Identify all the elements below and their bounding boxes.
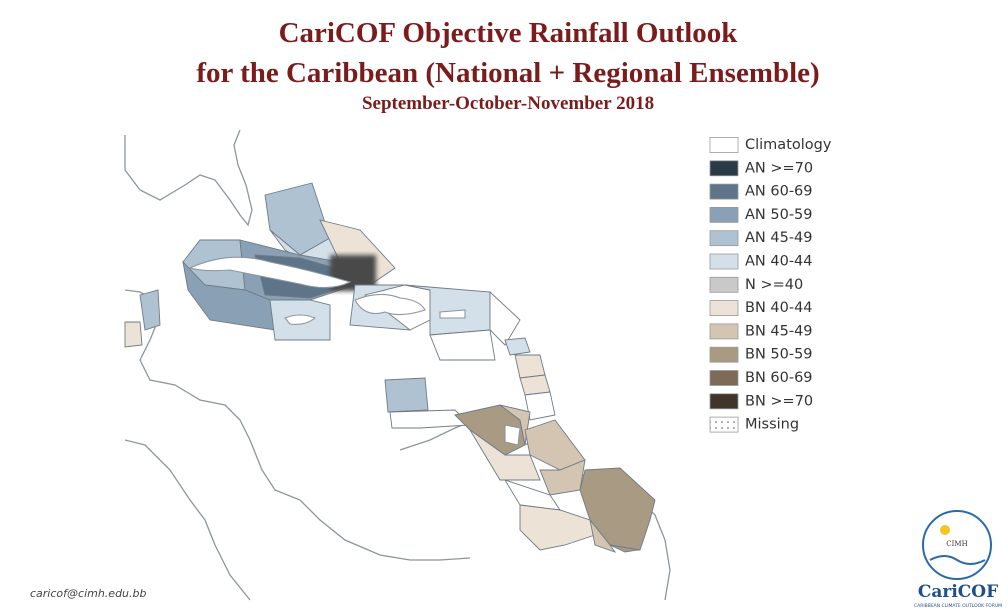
zone-venezuela-coast <box>389 409 472 429</box>
zone-suriname <box>579 467 656 551</box>
map <box>124 129 671 601</box>
legend-label: AN >=70 <box>745 160 813 176</box>
legend-label: AN 60-69 <box>745 184 813 200</box>
zone-dominica <box>514 354 546 379</box>
legend: Climatology AN >=70 AN 60-69 AN 50-59 AN 45-… <box>709 137 832 433</box>
coastline-florida <box>124 129 253 227</box>
legend-swatch <box>709 276 739 293</box>
title-line1: CariCOF Objective Rainfall Outlook <box>279 17 739 49</box>
legend-swatch <box>709 230 739 247</box>
legend-swatch <box>709 300 739 317</box>
legend-swatch <box>709 393 739 410</box>
legend-swatch <box>709 416 739 433</box>
zone-guiana <box>609 544 641 553</box>
island-jamaica <box>284 314 317 325</box>
legend-label: BN 40-44 <box>745 300 813 316</box>
legend-label: BN >=70 <box>745 393 813 409</box>
zone-antigua <box>504 337 531 356</box>
legend-swatch <box>709 160 739 177</box>
legend-label: AN 50-59 <box>745 207 813 223</box>
zone-guyana-south <box>539 459 586 496</box>
email: caricof@cimh.edu.bb <box>30 587 147 600</box>
zone-suriname-south <box>519 504 596 551</box>
zone-eastern <box>429 329 496 361</box>
logo: CIMH CariCOF CARIBBEAN CLIMATE OUTLOOK F… <box>914 510 1002 609</box>
zone-martinique <box>519 374 551 396</box>
logo-ring <box>922 510 992 580</box>
legend-swatch <box>709 206 739 223</box>
legend-swatch <box>709 253 739 270</box>
title-line2: for the Caribbean (National + Regional E… <box>196 57 819 89</box>
island-cuba <box>188 256 352 289</box>
legend-swatch <box>709 137 739 153</box>
logo-inner: CIMH <box>946 540 967 548</box>
subtitle: September-October-November 2018 <box>362 93 654 114</box>
legend-swatch <box>709 370 739 386</box>
legend-swatch <box>709 323 739 340</box>
island-puerto-rico <box>439 309 466 319</box>
zone-honduras-west <box>124 321 143 348</box>
zone-guyana-coast <box>469 429 541 481</box>
legend-label: Climatology <box>745 137 832 153</box>
legend-label: Missing <box>745 417 799 433</box>
coastline-mexico <box>124 439 251 601</box>
zone-abc <box>384 377 429 413</box>
logo-text: CariCOF <box>918 582 998 602</box>
zone-trinidad-edge <box>499 404 531 446</box>
logo-wave <box>929 555 986 565</box>
zone-french-guiana <box>589 519 617 553</box>
zone-leeward <box>489 290 521 346</box>
legend-label: BN 60-69 <box>745 370 813 386</box>
zone-guyana-north <box>524 419 586 471</box>
logo-sun <box>940 525 950 535</box>
logo-tagline: CARIBBEAN CLIMATE OUTLOOK FORUM <box>914 603 1002 609</box>
legend-swatch <box>709 346 739 363</box>
island-trinidad <box>504 424 521 446</box>
legend-label: BN 45-49 <box>745 323 813 339</box>
zone-belize <box>139 289 161 331</box>
legend-label: AN 45-49 <box>745 230 813 246</box>
legend-label: N >=40 <box>745 277 803 293</box>
legend-label: AN 40-44 <box>745 254 813 270</box>
legend-swatch <box>709 183 739 200</box>
island-hispaniola <box>354 293 426 316</box>
legend-label: BN 50-59 <box>745 347 813 363</box>
